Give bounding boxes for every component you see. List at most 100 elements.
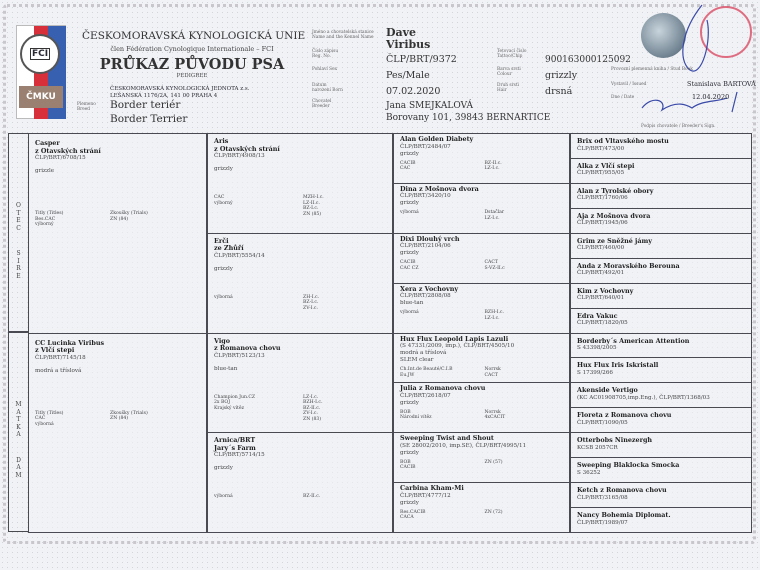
titles-and-trials: Titly (Titles) CAC výborná Zkoušky (Trials)… — [35, 411, 185, 428]
pedigree-cell-gen3: Dina z Mošnova dvora ČLP/BRT/3420/10 grizz… — [393, 182, 570, 234]
trial-item: 4xCACIT — [484, 415, 506, 421]
registration-number: ČLP/BRT/1760/06 — [577, 195, 628, 202]
dog-chip: 900163000125092 — [545, 55, 631, 65]
registration-number: (KC AC01908705,imp.Eng.), ČLP/BRT/1368/0… — [577, 394, 710, 401]
sex-label: Pohlaví Sex — [312, 67, 338, 72]
pedigree-cell-gen4: Otterbobs Ninezergh KCSB 2057CR — [570, 432, 752, 459]
dog-name: Alan Golden Diabety — [400, 135, 474, 143]
colour: grizzly — [214, 166, 233, 172]
pedigree-cell-gen4: Floreta z Romanova chovu ČLP/BRT/1090/05 — [570, 407, 752, 434]
pedigree-cell-gen4: Akenside Vertigo (KC AC01908705,imp.Eng.)… — [570, 382, 752, 409]
registration-number: (S 47331/2009, imp.), ČLP/BRT/4505/10 — [400, 343, 515, 349]
registration-number: ČLP/BRT/460/00 — [577, 245, 625, 252]
pedigree-cell-gen4: Hux Flux Iris Iskristall S 17399/266 — [570, 357, 752, 384]
title-item: výborný — [214, 200, 233, 206]
trial-item: LZ-II.c. — [303, 200, 320, 206]
cmku-logo-text: ČMKU — [26, 92, 56, 102]
trials-column: BZ-II.c. — [303, 494, 392, 500]
registration-number: ČLP/BRT/1820/05 — [577, 320, 628, 327]
pedigree-cell-gen3: Sweeping Twist and Shout (SE 28002/2010, … — [393, 432, 570, 484]
trial-item: LZ-I.c. — [484, 166, 500, 172]
pedigree-cell-gen2: Erči ze Zhůří ČLP/BRT/5554/14 grizzly výborn… — [207, 232, 393, 334]
dog-name: Otterbobs Ninezergh — [577, 436, 653, 445]
trial-item: ZN (84) — [110, 216, 129, 222]
trials-column: ZH-I.c. BZ-I.c. ZV-I.c. — [303, 295, 392, 312]
colour: blue-tan — [400, 300, 424, 307]
titles-and-trials: výborná BZH-I.c. LZ-I.c. — [400, 310, 569, 321]
title-item: CACIB — [400, 160, 416, 166]
org-title: ČESKOMORAVSKÁ KYNOLOGICKÁ UNIE — [82, 30, 306, 42]
dog-colour: grizzly — [545, 70, 578, 81]
pedigree-cell-gen2: Arnica/BRT Jary´s Farm ČLP/BRT/5714/15 griz… — [207, 432, 393, 533]
pedigree-cell-gen4: Grim ze Sněžné jámy ČLP/BRT/460/00 — [570, 232, 752, 259]
trials-column: MZH-I.c. LZ-II.c. BZ-I.c. ZN (85) — [303, 195, 392, 217]
titles-column: Titly (Titles) CAC výborná — [35, 411, 110, 428]
dog-name: Borderby´s American Attention — [577, 336, 690, 345]
title-item: BOB — [400, 459, 411, 465]
pedigree-cell-gen4: Edra Vakuc ČLP/BRT/1820/05 — [570, 307, 752, 334]
date-label: Dne / Date — [611, 95, 635, 100]
pedigree-cell-gen3: Carbina Kham-Mi ČLP/BRT/4777/12 grizzly Res… — [393, 482, 570, 533]
dog-name-line-1: Dave — [386, 26, 417, 39]
dog-name: Casper — [35, 139, 60, 147]
dog-name: Vigo — [214, 336, 231, 345]
trial-item: ZH-I.c. — [303, 294, 320, 300]
pedigree-cell-gen3: Julia z Romanova chovu ČLP/BRT/2618/07 gri… — [393, 382, 570, 434]
dog-name: z Romanova chovu — [214, 344, 281, 352]
club-line-2: LEŠANSKÁ 1176/2A, 141 00 PRAHA 4 — [110, 93, 218, 99]
trial-item: ZV-I.c. — [303, 411, 318, 417]
titles-and-trials: Champion Jun.CZ 2x BOJ Krajský vítěz LZ-I.c… — [214, 395, 392, 423]
titles-and-trials: Titly (Titles) Bes.CAC výborný Zkoušky (Tri… — [35, 211, 185, 228]
dog-name: Xera z Vochovny — [400, 284, 459, 293]
registration-number: KCSB 2057CR — [577, 444, 618, 451]
titles-and-trials: Ch.Int.de Beauté/C.I.B Eu.JW Norrsk CACT — [400, 367, 569, 378]
title-item: Národní vítěz — [400, 415, 432, 421]
dog-name: Alan z Tyrolské obory — [577, 186, 654, 195]
titles-column: Champion Jun.CZ 2x BOJ Krajský vítěz — [214, 395, 303, 423]
title-item: Krajský vítěz — [214, 405, 245, 411]
trial-item: ZN (84) — [110, 416, 129, 422]
registration-number: ČLP/BRT/2104/06 — [400, 243, 451, 250]
dog-name: ze Zhůří — [214, 244, 244, 253]
dog-name: Akenside Vertigo — [577, 386, 638, 395]
pedigree-cell-gen4: Nancy Bohemia Diplomat. ČLP/BRT/1989/07 — [570, 507, 752, 533]
titles-and-trials: CACIB CAC CZ CACT S-VZ-II.c — [400, 260, 569, 271]
dog-name: Anda z Moravského Berouna — [577, 261, 680, 270]
hologram-icon — [641, 13, 686, 58]
sign-label: Podpis chovatele / Breeder's Sign. — [641, 124, 716, 129]
dog-name: z Otavských strání — [35, 146, 101, 155]
document-title: PRŮKAZ PŮVODU PSA — [99, 56, 285, 73]
trial-item: ZN (57) — [484, 459, 503, 465]
signature-icon — [641, 4, 738, 113]
title-item: 2x BOJ — [214, 400, 231, 406]
dog-name: z Otavských strání — [214, 144, 280, 153]
side-letter: T — [16, 209, 21, 217]
title-item: Eu.JW — [400, 372, 415, 378]
registration-number: ČLP/BRT/6708/15 — [35, 155, 86, 161]
registration-number: (SE 28002/2010, imp.SE), ČLP/BRT/4995/11 — [400, 442, 527, 449]
titles-column: výborná — [214, 494, 303, 500]
studbook-label: Provozní plemenná kniha / Stud Book — [611, 67, 693, 72]
dog-name: Grim ze Sněžné jámy — [577, 236, 652, 245]
pedigree-cell-gen4: Borderby´s American Attention S 43398/200… — [570, 332, 752, 359]
titles-column: CAC výborný — [214, 195, 303, 217]
colour: modrá a tříslová — [35, 367, 82, 374]
trial-item: MZH-I.c. — [303, 195, 324, 200]
registration-number: ČLP/BRT/3165/08 — [577, 494, 628, 501]
dotted-border — [3, 4, 756, 544]
dog-name: z Vlčí stepi — [35, 346, 75, 354]
title-item: Res.CACIB — [400, 509, 426, 515]
title-item: Champion Jun.CZ — [214, 394, 256, 400]
trials-column: ZN (72) — [485, 510, 570, 521]
registration-number: ČLP/BRT/1090/05 — [577, 419, 628, 426]
dog-reg: ČLP/BRT/9372 — [386, 54, 457, 65]
titles-column: výborná — [400, 210, 485, 221]
side-letter: A — [16, 431, 21, 438]
document-subtitle: PEDIGREE — [176, 73, 208, 79]
trial-item: BZ-II.c. — [484, 160, 502, 166]
titles-column: výborná — [400, 310, 485, 321]
club-line-1: ČESKOMORAVSKÁ KYNOLOGICKÁ JEDNOTA z.s. — [110, 86, 250, 92]
dog-name: Arnica/BRT — [214, 436, 256, 445]
trials-column: Zkoušky (Trials) ZN (84) — [110, 211, 185, 228]
dog-name: Alka z Vlčí stepi — [577, 161, 635, 170]
